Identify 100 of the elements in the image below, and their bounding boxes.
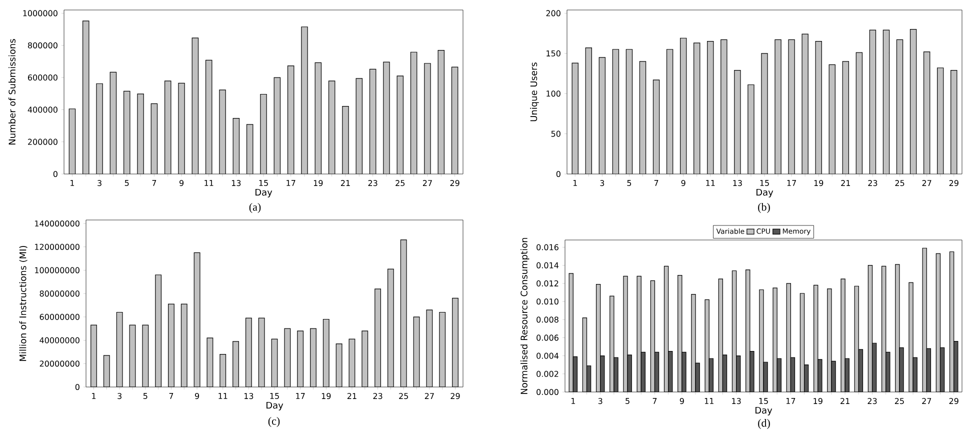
bar <box>910 28 917 174</box>
x-tick-label: 5 <box>627 180 632 186</box>
x-tick-label: 7 <box>169 393 174 399</box>
x-tick-label: 15 <box>270 393 279 399</box>
text: (d) <box>758 419 770 429</box>
x-tick-label: 3 <box>118 393 122 400</box>
x-tick-label: 5 <box>124 180 129 186</box>
x-tick-label: 21 <box>340 180 350 186</box>
y-tick-label: 120000000 <box>35 244 80 250</box>
x-tick-label: 19 <box>314 180 323 186</box>
y-tick-label: 200000 <box>28 138 58 145</box>
bar <box>828 64 836 174</box>
y-tick-label: 60000000 <box>40 314 80 320</box>
bar <box>707 41 714 174</box>
y-tick-label: 0 <box>75 384 80 390</box>
y-tick-label: 800000 <box>28 42 58 48</box>
x-tick-label: 1 <box>92 393 96 399</box>
bar <box>869 30 876 174</box>
x-tick-label: 9 <box>681 180 686 186</box>
y-tick-label: 0.010 <box>536 298 558 305</box>
x-tick-label: 15 <box>760 180 769 186</box>
x-tick-label: 29 <box>949 180 958 186</box>
x-tick-label: 5 <box>626 398 630 404</box>
text: (a) <box>249 203 261 213</box>
y-tick-label: 20000000 <box>40 360 80 367</box>
bar <box>937 68 944 174</box>
x-tick-label: 11 <box>218 393 228 399</box>
bar <box>585 47 592 174</box>
bar <box>896 39 904 174</box>
x-tick-label: 27 <box>424 393 434 399</box>
bar <box>626 49 633 174</box>
y-tick-label: 80000000 <box>40 290 80 297</box>
bar <box>694 42 700 174</box>
bar <box>734 70 741 174</box>
y-tick-label: 140000000 <box>35 220 80 227</box>
y-axis-title: Number of Submissions <box>8 39 16 144</box>
x-tick-label: 13 <box>732 398 741 404</box>
y-tick-label: 0.012 <box>536 280 558 286</box>
x-tick-label: 29 <box>949 398 958 404</box>
x-tick-label: 19 <box>814 398 822 404</box>
y-tick-label: 200 <box>546 10 560 16</box>
y-tick-label: 50 <box>551 130 560 137</box>
y-tick-label: 100 <box>546 90 560 97</box>
x-tick-label: 23 <box>368 180 378 186</box>
bar <box>802 34 808 174</box>
text: (b) <box>758 203 770 213</box>
x-tick-label: 19 <box>322 393 331 400</box>
bar <box>639 61 646 174</box>
y-tick-label: 0 <box>53 170 58 178</box>
x-tick-label: 5 <box>143 393 148 399</box>
bar <box>882 30 890 174</box>
x-tick-label: 25 <box>894 398 904 404</box>
x-axis-title: Day <box>755 406 772 416</box>
text: (c) <box>268 417 280 427</box>
x-tick-label: 17 <box>286 180 296 186</box>
x-tick-label: 3 <box>98 180 102 186</box>
bar <box>598 57 606 174</box>
y-tick-label: 0.006 <box>536 334 558 341</box>
y-tick-label: 0 <box>556 170 560 178</box>
y-tick-label: 100000000 <box>35 267 80 274</box>
x-tick-label: 15 <box>759 398 768 404</box>
x-tick-label: 1 <box>70 180 74 186</box>
y-tick-label: 0.014 <box>536 262 559 268</box>
x-tick-label: 19 <box>814 180 824 186</box>
x-tick-label: 3 <box>598 398 602 404</box>
x-tick-label: 11 <box>704 398 714 404</box>
y-axis-title: Normalised Resource Consumption <box>520 238 530 394</box>
x-tick-label: 7 <box>654 180 658 186</box>
x-tick-label: 25 <box>396 180 405 186</box>
x-tick-label: 25 <box>399 393 408 400</box>
y-tick-label: 0.008 <box>536 316 558 323</box>
x-tick-label: 23 <box>868 398 877 404</box>
x-tick-label: 9 <box>680 398 684 404</box>
y-tick-label: 0.000 <box>536 388 558 396</box>
x-tick-label: 13 <box>232 180 241 186</box>
x-tick-label: 11 <box>706 180 715 186</box>
x-tick-label: 13 <box>244 393 254 400</box>
y-tick-label: 0.002 <box>536 370 558 377</box>
x-tick-label: 27 <box>922 398 932 404</box>
x-axis-title: Day <box>256 188 272 198</box>
y-axis-title: Unique Users <box>530 62 539 122</box>
x-tick-label: 29 <box>450 180 460 186</box>
x-tick-label: 7 <box>652 398 657 404</box>
x-tick-label: 9 <box>179 180 184 186</box>
x-tick-label: 21 <box>841 180 850 186</box>
x-tick-label: 13 <box>733 180 742 186</box>
bar <box>788 39 795 174</box>
x-axis-title: Day <box>266 402 284 410</box>
x-tick-label: 7 <box>152 180 156 186</box>
y-tick-label: 400000 <box>28 106 58 113</box>
x-tick-label: 17 <box>787 180 796 186</box>
x-tick-label: 3 <box>600 180 604 186</box>
y-tick-label: 0.004 <box>536 352 559 359</box>
x-tick-label: 17 <box>786 398 796 404</box>
y-tick-label: 0.016 <box>536 244 558 250</box>
bar <box>950 70 958 174</box>
y-tick-label: 1000000 <box>23 10 58 16</box>
bar <box>572 62 578 174</box>
x-tick-label: 25 <box>895 180 904 186</box>
x-tick-label: 15 <box>259 180 268 186</box>
